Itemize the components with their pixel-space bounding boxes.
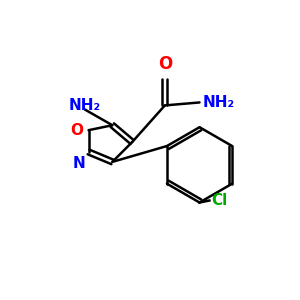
- Text: O: O: [158, 55, 172, 73]
- Text: O: O: [70, 123, 84, 138]
- Text: Cl: Cl: [212, 193, 228, 208]
- Text: NH₂: NH₂: [202, 95, 235, 110]
- Text: N: N: [73, 156, 85, 171]
- Text: NH₂: NH₂: [69, 98, 101, 113]
